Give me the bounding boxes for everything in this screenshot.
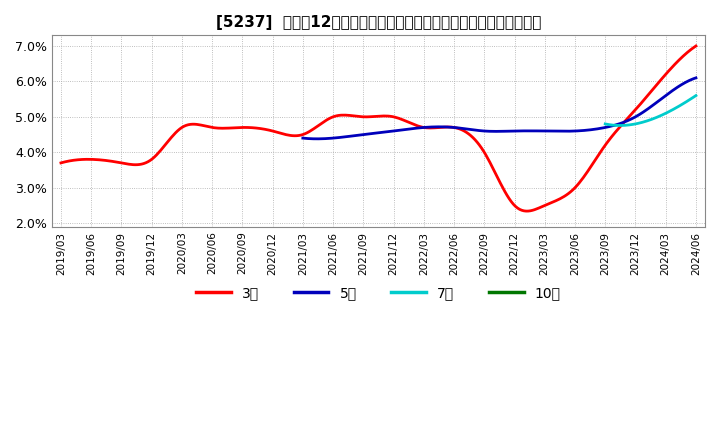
- Legend: 3年, 5年, 7年, 10年: 3年, 5年, 7年, 10年: [190, 281, 567, 306]
- Title: [5237]  売上高12か月移動合計の対前年同期増減率の標準偏差の推移: [5237] 売上高12か月移動合計の対前年同期増減率の標準偏差の推移: [216, 15, 541, 30]
